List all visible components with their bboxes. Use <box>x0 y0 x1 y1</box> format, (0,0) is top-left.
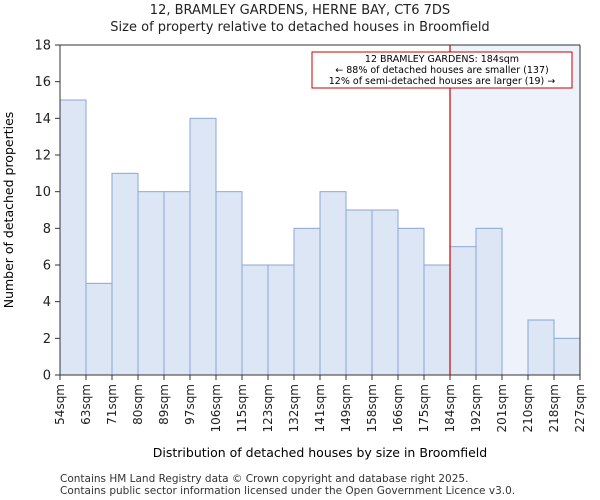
y-tick-label: 16 <box>34 75 51 90</box>
bar-218sqm <box>553 337 581 376</box>
x-tick-label: 166sqm <box>391 384 405 432</box>
x-tick-label: 106sqm <box>209 384 223 432</box>
bar-71sqm <box>111 172 139 376</box>
bar-97sqm <box>189 117 217 376</box>
footer-licence: Contains public sector information licen… <box>60 485 516 497</box>
y-tick-label: 14 <box>34 112 51 127</box>
y-tick-label: 4 <box>43 295 51 310</box>
x-tick-label: 149sqm <box>339 384 353 432</box>
y-tick-label: 8 <box>43 222 51 237</box>
footer-copyright: Contains HM Land Registry data © Crown c… <box>60 473 469 485</box>
x-tick-label: 158sqm <box>365 384 379 432</box>
y-tick-label: 10 <box>34 185 51 200</box>
bar-54sqm <box>59 99 87 376</box>
bar-123sqm <box>267 264 295 376</box>
bar-106sqm <box>215 191 243 376</box>
bar-192sqm <box>475 227 503 376</box>
bar-115sqm <box>241 264 269 376</box>
bar-80sqm <box>137 191 165 376</box>
bar-184sqm <box>449 246 477 376</box>
x-tick-label: 227sqm <box>573 384 587 432</box>
bar-63sqm <box>85 282 113 376</box>
bar-149sqm <box>345 209 373 376</box>
x-tick-label: 201sqm <box>495 384 509 432</box>
chart-subtitle: Size of property relative to detached ho… <box>110 20 490 35</box>
bar-89sqm <box>163 191 191 376</box>
y-axis-label: Number of detached properties <box>1 112 16 309</box>
x-tick-label: 89sqm <box>157 384 171 425</box>
y-tick-label: 12 <box>34 149 51 164</box>
x-tick-label: 123sqm <box>261 384 275 432</box>
x-tick-label: 63sqm <box>79 384 93 425</box>
bar-158sqm <box>371 209 399 376</box>
x-tick-label: 192sqm <box>469 384 483 432</box>
bar-141sqm <box>319 191 347 376</box>
annotation-frame <box>311 51 573 89</box>
y-tick-label: 0 <box>43 369 51 384</box>
x-tick-label: 141sqm <box>313 384 327 432</box>
x-tick-label: 210sqm <box>521 384 535 432</box>
annotation-line-2: ← 88% of detached houses are smaller (13… <box>335 65 548 76</box>
y-tick-label: 2 <box>43 332 51 347</box>
annotation-box: 12 BRAMLEY GARDENS: 184sqm ← 88% of deta… <box>311 51 573 89</box>
x-tick-label: 71sqm <box>105 384 119 425</box>
x-tick-label: 218sqm <box>547 384 561 432</box>
annotation-line-3: 12% of semi-detached houses are larger (… <box>329 76 556 87</box>
y-tick-label: 18 <box>34 39 51 54</box>
bar-166sqm <box>397 227 425 376</box>
x-tick-label: 97sqm <box>183 384 197 425</box>
x-tick-label: 54sqm <box>53 384 67 425</box>
bar-132sqm <box>293 227 321 376</box>
chart-title: 12, BRAMLEY GARDENS, HERNE BAY, CT6 7DS <box>149 3 451 18</box>
bar-210sqm <box>527 319 555 376</box>
x-tick-label: 184sqm <box>443 384 457 432</box>
x-tick-label: 175sqm <box>417 384 431 432</box>
y-tick-label: 6 <box>43 259 51 274</box>
annotation-line-1: 12 BRAMLEY GARDENS: 184sqm <box>365 54 519 65</box>
x-tick-label: 132sqm <box>287 384 301 432</box>
bar-175sqm <box>423 264 451 376</box>
x-tick-label: 80sqm <box>131 384 145 425</box>
x-tick-label: 115sqm <box>235 384 249 432</box>
x-axis-label: Distribution of detached houses by size … <box>153 445 487 460</box>
